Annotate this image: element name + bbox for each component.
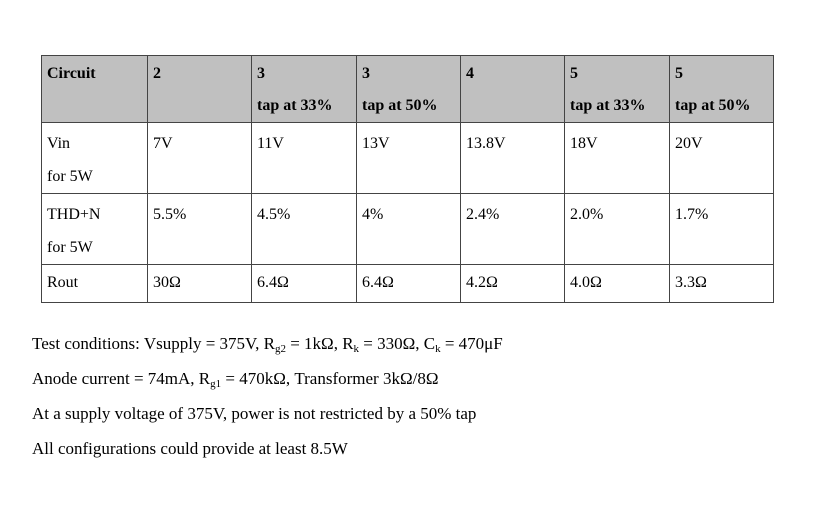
table-cell: 18V xyxy=(564,122,670,194)
table-cell: 2.4% xyxy=(460,193,565,265)
row-label: Rout xyxy=(41,264,148,303)
header-cell: 3 tap at 50% xyxy=(356,55,461,123)
table-cell: 7V xyxy=(147,122,252,194)
results-table: Circuit 2 3 tap at 33% 3 tap at 50% 4 5 tap… xyxy=(41,55,774,303)
header-cell: 3 tap at 33% xyxy=(251,55,357,123)
header-cell: 5 tap at 50% xyxy=(669,55,774,123)
table-cell: 6.4Ω xyxy=(251,264,357,303)
table-cell: 6.4Ω xyxy=(356,264,461,303)
supply-voltage-note: At a supply voltage of 375V, power is no… xyxy=(32,404,477,423)
table-row: Rout 30Ω 6.4Ω 6.4Ω 4.2Ω 4.0Ω 3.3Ω xyxy=(41,264,774,303)
table-cell: 20V xyxy=(669,122,774,194)
header-cell: Circuit xyxy=(41,55,148,123)
test-conditions-note: Test conditions: Vsupply = 375V, Rg2 = 1… xyxy=(32,334,503,355)
table-cell: 1.7% xyxy=(669,193,774,265)
anode-current-note: Anode current = 74mA, Rg1 = 470kΩ, Trans… xyxy=(32,369,439,390)
table-row: Vin for 5W 7V 11V 13V 13.8V 18V 20V xyxy=(41,122,774,194)
row-label: Vin for 5W xyxy=(41,122,148,194)
table-cell: 11V xyxy=(251,122,357,194)
table-cell: 4.0Ω xyxy=(564,264,670,303)
table-cell: 4.2Ω xyxy=(460,264,565,303)
header-cell: 4 xyxy=(460,55,565,123)
header-cell: 2 xyxy=(147,55,252,123)
row-label: THD+N for 5W xyxy=(41,193,148,265)
notes-section: Test conditions: Vsupply = 375V, Rg2 = 1… xyxy=(32,326,503,466)
table-cell: 2.0% xyxy=(564,193,670,265)
table-cell: 4% xyxy=(356,193,461,265)
table-header-row: Circuit 2 3 tap at 33% 3 tap at 50% 4 5 tap… xyxy=(41,55,774,123)
table-cell: 13.8V xyxy=(460,122,565,194)
table-cell: 13V xyxy=(356,122,461,194)
table-cell: 5.5% xyxy=(147,193,252,265)
table-cell: 3.3Ω xyxy=(669,264,774,303)
table-row: THD+N for 5W 5.5% 4.5% 4% 2.4% 2.0% 1.7% xyxy=(41,193,774,265)
table-cell: 4.5% xyxy=(251,193,357,265)
configurations-note: All configurations could provide at leas… xyxy=(32,439,348,458)
header-cell: 5 tap at 33% xyxy=(564,55,670,123)
table-cell: 30Ω xyxy=(147,264,252,303)
